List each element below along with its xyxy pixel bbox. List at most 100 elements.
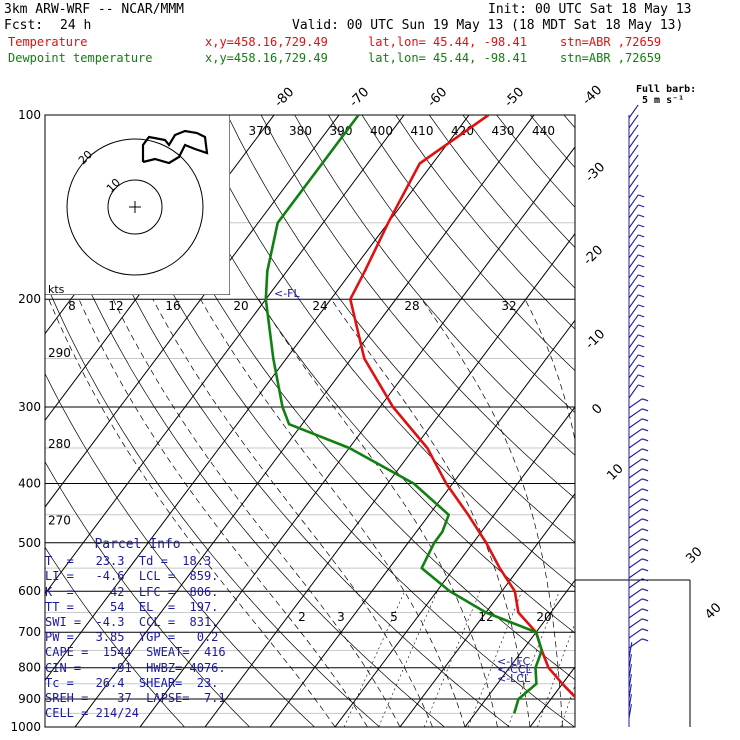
wind-barb-feather [638, 314, 645, 318]
wind-barb [628, 304, 639, 319]
dry-adiabat [328, 115, 575, 414]
legend-dewpoint-latlon: lat,lon= 45.44, -98.41 [368, 51, 527, 65]
wind-barb-feather [641, 568, 649, 572]
wind-barb [628, 498, 643, 509]
theta-label: 400 [370, 124, 393, 138]
wind-barb-feather [638, 384, 645, 388]
left-theta-label: 290 [48, 346, 71, 360]
isotherm [74, 115, 535, 727]
moist-adiabat [660, 299, 695, 727]
wind-barb [628, 154, 639, 169]
mixing-ratio-line [611, 591, 656, 727]
pressure-tick-label: 1000 [10, 720, 41, 734]
wind-barb-feather [638, 284, 645, 288]
mixing-ratio-line [378, 591, 438, 727]
wind-barb-feather [641, 528, 649, 532]
pressure-tick-label: 600 [18, 584, 41, 598]
mixing-ratio-label: 20 [536, 610, 551, 624]
theta-label: 420 [451, 124, 474, 138]
wind-barb [628, 284, 639, 299]
legend-dewpoint: Dewpoint temperature [8, 51, 153, 65]
mixing-ratio-label: 8 [68, 299, 76, 313]
dry-adiabat [429, 115, 575, 289]
dry-adiabat [159, 115, 575, 634]
wind-barb-feather [641, 428, 649, 432]
wind-barb [628, 214, 639, 229]
wind-barb-feather [641, 468, 649, 472]
wind-barb-feather [638, 324, 645, 328]
dry-adiabat [598, 115, 740, 740]
mixing-ratio-label: 5 [390, 610, 398, 624]
wind-barb [628, 418, 643, 429]
wind-barb [628, 364, 639, 379]
parcel-info-title: Parcel Info [94, 537, 181, 552]
barb-key-value: 5 m s⁻¹ [642, 95, 685, 106]
wind-barb-feather [638, 254, 645, 258]
wind-barb [628, 184, 639, 199]
wind-barb-feather [641, 518, 649, 522]
wind-barb [628, 374, 639, 389]
annotation-ccl: <-CCL [497, 663, 533, 676]
wind-barb-feather [638, 274, 645, 278]
moist-adiabat [78, 299, 368, 727]
wind-barb [628, 144, 639, 159]
parcel-info-box: Parcel Info T = 23.3 Td = 18.3 LI = -4.6 … [45, 537, 230, 727]
isotherm-label: 40 [702, 600, 724, 622]
wind-barb [628, 204, 639, 219]
legend-temperature-xy: x,y=458.16,729.49 [205, 35, 328, 49]
dry-adiabat [631, 115, 740, 740]
wind-barb [628, 114, 639, 129]
left-theta-label: 270 [48, 514, 71, 528]
wind-barb-feather [641, 458, 649, 462]
wind-barb-feather [641, 438, 649, 442]
parcel-info-row: K = 42 LFC = 806. [45, 584, 219, 599]
mixing-ratio-label: 32 [501, 299, 516, 313]
dry-adiabat [361, 115, 575, 372]
wind-barb [628, 334, 639, 349]
dry-adiabat [193, 115, 575, 588]
wind-barb [628, 558, 643, 569]
dry-adiabat [395, 115, 575, 330]
wind-barb [628, 618, 643, 629]
dry-adiabat [260, 115, 575, 499]
wind-barb-feather [638, 374, 645, 378]
wind-barb-feather [638, 214, 645, 218]
temperature-profile [348, 115, 575, 699]
theta-label: 380 [289, 124, 312, 138]
wind-barb-feather [641, 618, 649, 622]
parcel-info-row: T = 23.3 Td = 18.3 [45, 554, 212, 569]
wind-barb [628, 448, 643, 459]
wind-barb [628, 684, 632, 699]
parcel-info-row: CELL = 214/24 [45, 706, 139, 721]
dry-adiabat [45, 461, 251, 727]
hodograph-units: kts [48, 283, 65, 295]
wind-barb [628, 578, 643, 589]
valid-time: Valid: 00 UTC Sun 19 May 13 (18 MDT Sat … [292, 18, 684, 33]
wind-barb-feather [638, 294, 645, 298]
isotherm-label: -60 [425, 85, 451, 111]
wind-barb-feather [638, 224, 645, 228]
dry-adiabat [294, 115, 575, 456]
dry-adiabat [699, 115, 740, 740]
theta-label: 370 [249, 124, 272, 138]
wind-barb-feather [638, 304, 645, 308]
wind-barb-feather [638, 194, 645, 198]
dry-adiabat [563, 115, 575, 129]
isotherm [464, 579, 575, 727]
dry-adiabat [126, 115, 575, 681]
parcel-info-row: TT = 54 EL = 197. [45, 599, 219, 614]
wind-barb-feather [638, 354, 645, 358]
hodograph-ring-outer [66, 138, 204, 276]
isotherm-label: -30 [583, 160, 609, 186]
wind-barb [628, 384, 639, 399]
mixing-ratio-label: 3 [337, 610, 345, 624]
isotherm-label: 0 [589, 401, 605, 417]
wind-barb-feather [641, 548, 649, 552]
isotherm-label: -40 [580, 83, 606, 109]
wind-barb [628, 254, 639, 269]
wind-barb [628, 694, 632, 709]
dry-adiabat [92, 115, 575, 727]
mixing-ratio-line [580, 591, 627, 727]
moist-adiabat [524, 299, 575, 442]
wind-barb-feather [638, 364, 645, 368]
